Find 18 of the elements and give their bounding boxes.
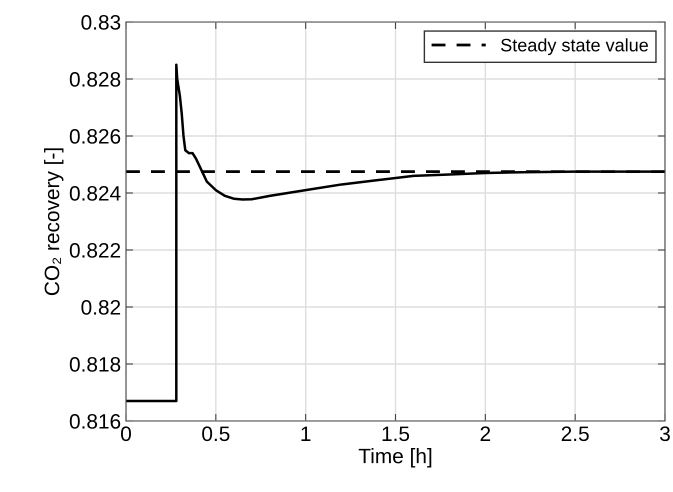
y-tick-label: 0.828 bbox=[70, 72, 120, 87]
y-tick-label: 0.818 bbox=[70, 357, 120, 372]
y-tick-label: 0.824 bbox=[70, 186, 121, 201]
y-tick-label: 0.826 bbox=[70, 129, 120, 144]
x-tick-label: 0.5 bbox=[202, 426, 230, 442]
x-tick-label: 2.5 bbox=[562, 426, 589, 442]
y-tick-label: 0.83 bbox=[81, 15, 120, 30]
y-axis-title: CO₂ recovery [-] bbox=[44, 148, 64, 296]
y-tick-label: 0.82 bbox=[81, 300, 120, 315]
x-tick-label: 1 bbox=[301, 426, 310, 441]
x-tick-label: 1.5 bbox=[382, 426, 410, 442]
x-tick-label: 0 bbox=[121, 426, 131, 442]
y-tick-label: 0.822 bbox=[70, 243, 120, 258]
x-tick-label: 3 bbox=[660, 426, 670, 442]
x-axis-title: Time [h] bbox=[358, 448, 432, 468]
legend-label: Steady state value bbox=[501, 38, 648, 56]
y-tick-label: 0.816 bbox=[70, 414, 120, 429]
x-tick-label: 2 bbox=[480, 426, 490, 441]
